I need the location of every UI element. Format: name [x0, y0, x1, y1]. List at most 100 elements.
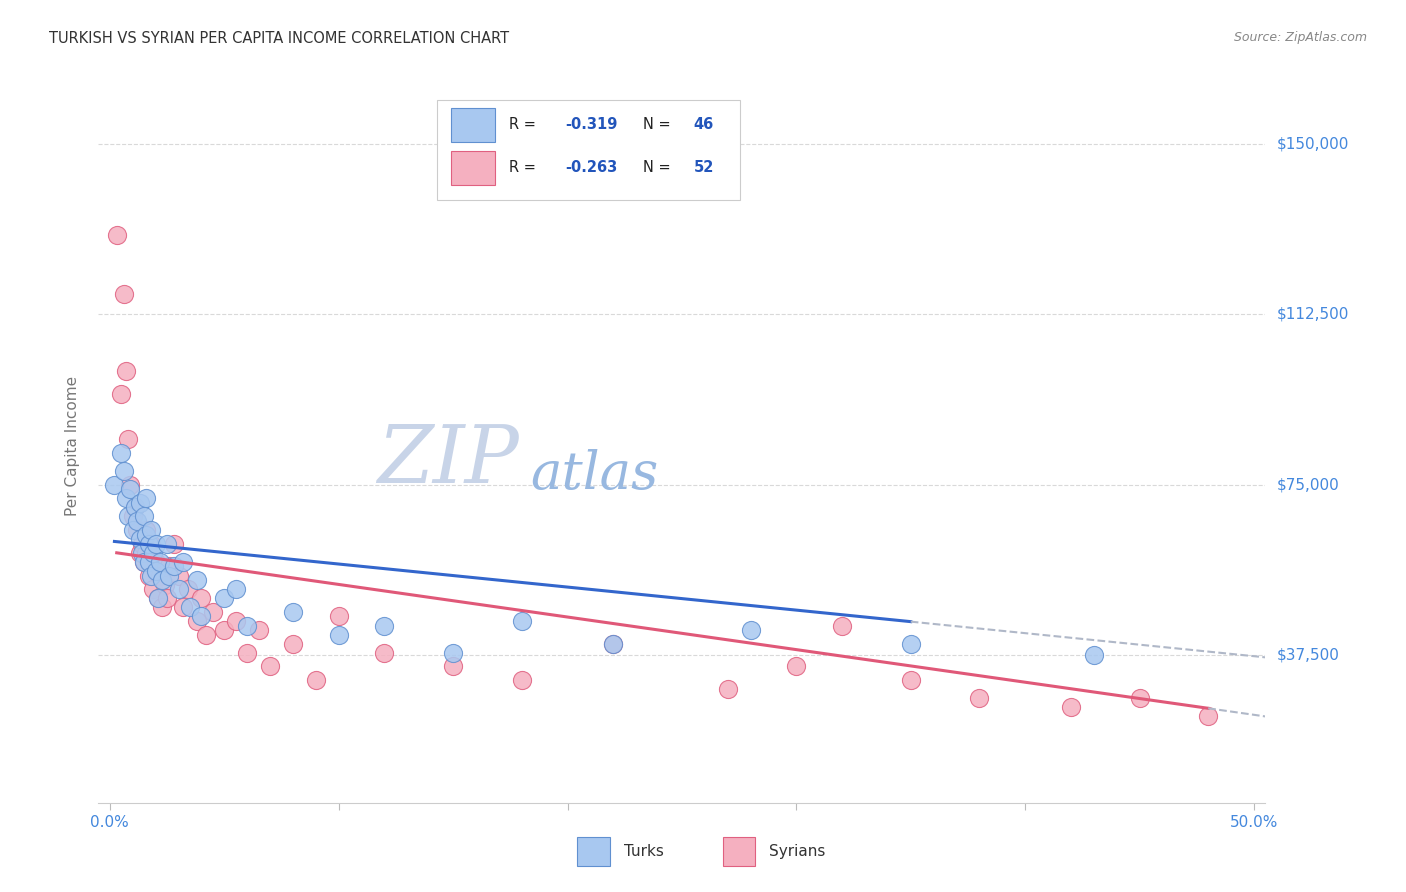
Point [121, 509, 143, 524]
Point [157, 559, 180, 574]
Point [831, 618, 853, 632]
Point [135, 546, 157, 560]
Point [1060, 700, 1083, 714]
Point [112, 286, 135, 301]
Y-axis label: Per Capita Income: Per Capita Income [65, 376, 80, 516]
Bar [576, 837, 610, 865]
Point [134, 555, 156, 569]
Point [305, 673, 328, 687]
Point [510, 614, 533, 628]
Text: Syrians: Syrians [769, 844, 825, 859]
Point [112, 464, 135, 478]
Point [373, 618, 395, 632]
Text: 52: 52 [693, 161, 714, 175]
Point [157, 568, 180, 582]
Point [103, 477, 125, 491]
Point [186, 614, 208, 628]
Point [214, 591, 236, 606]
Point [145, 537, 167, 551]
Point [131, 537, 153, 551]
Point [139, 568, 162, 582]
Bar [437, 100, 741, 200]
Point [121, 523, 143, 537]
Point [117, 432, 139, 446]
Point [510, 673, 533, 687]
Text: $112,500: $112,500 [1277, 307, 1348, 322]
Point [167, 582, 190, 597]
Point [1128, 691, 1150, 706]
Text: atlas: atlas [530, 449, 658, 500]
Point [135, 523, 157, 537]
Point [135, 527, 157, 541]
Bar [723, 837, 755, 865]
Point [236, 646, 259, 660]
Point [127, 514, 149, 528]
Text: $37,500: $37,500 [1277, 648, 1340, 663]
Point [146, 591, 169, 606]
Point [138, 537, 160, 551]
Point [134, 555, 156, 569]
Point [214, 623, 236, 637]
Point [328, 627, 350, 641]
Point [156, 537, 179, 551]
Point [900, 637, 922, 651]
Point [373, 646, 395, 660]
Point [128, 532, 150, 546]
Point [900, 673, 922, 687]
Text: ZIP: ZIP [377, 422, 519, 499]
Point [1197, 709, 1219, 723]
Text: -0.263: -0.263 [565, 161, 617, 175]
Point [149, 555, 172, 569]
Point [740, 623, 762, 637]
Point [149, 568, 172, 582]
Text: $150,000: $150,000 [1277, 136, 1348, 152]
Point [120, 477, 142, 491]
Point [225, 582, 247, 597]
Text: TURKISH VS SYRIAN PER CAPITA INCOME CORRELATION CHART: TURKISH VS SYRIAN PER CAPITA INCOME CORR… [49, 31, 509, 46]
Text: -0.319: -0.319 [565, 118, 617, 132]
Point [281, 605, 304, 619]
Point [259, 659, 281, 673]
Text: R =: R = [509, 118, 541, 132]
Point [131, 546, 153, 560]
Bar [451, 151, 495, 185]
Point [139, 537, 162, 551]
Point [145, 555, 167, 569]
Text: Turks: Turks [623, 844, 664, 859]
Text: $75,000: $75,000 [1277, 477, 1340, 492]
Point [602, 637, 624, 651]
Point [127, 523, 149, 537]
Point [167, 568, 190, 582]
Point [441, 646, 464, 660]
Point [186, 573, 208, 587]
Text: Source: ZipAtlas.com: Source: ZipAtlas.com [1233, 31, 1367, 45]
Point [152, 600, 174, 615]
Text: N =: N = [644, 161, 676, 175]
Point [176, 582, 198, 597]
Point [134, 509, 156, 524]
Point [163, 559, 186, 574]
Point [969, 691, 991, 706]
Point [172, 600, 194, 615]
Point [110, 386, 132, 401]
Point [247, 623, 270, 637]
Point [225, 614, 247, 628]
Point [201, 605, 224, 619]
Text: N =: N = [644, 118, 676, 132]
Point [124, 500, 146, 515]
Point [1083, 648, 1105, 662]
Point [281, 637, 304, 651]
Point [115, 364, 138, 378]
Point [717, 682, 740, 697]
Text: 46: 46 [693, 118, 714, 132]
Point [135, 491, 157, 506]
Point [172, 555, 194, 569]
Point [153, 577, 176, 591]
Point [110, 446, 132, 460]
Bar [451, 108, 495, 142]
Point [163, 537, 186, 551]
Point [146, 591, 169, 606]
Point [128, 546, 150, 560]
Point [236, 618, 259, 632]
Point [142, 546, 165, 560]
